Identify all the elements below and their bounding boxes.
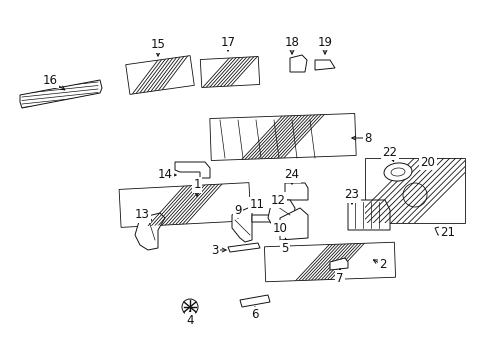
Text: 22: 22 xyxy=(382,145,397,158)
Text: 21: 21 xyxy=(440,225,454,238)
Text: 12: 12 xyxy=(270,194,285,207)
Text: 24: 24 xyxy=(284,168,299,181)
Text: 3: 3 xyxy=(211,243,218,256)
Polygon shape xyxy=(280,208,307,240)
Polygon shape xyxy=(125,56,194,94)
Polygon shape xyxy=(20,80,102,108)
Text: 16: 16 xyxy=(42,73,58,86)
Text: 19: 19 xyxy=(317,36,332,49)
Polygon shape xyxy=(119,183,250,228)
Polygon shape xyxy=(135,213,164,250)
Polygon shape xyxy=(227,243,260,252)
Text: 10: 10 xyxy=(272,221,287,234)
Polygon shape xyxy=(329,258,347,270)
Polygon shape xyxy=(289,55,306,72)
Text: 13: 13 xyxy=(134,208,149,221)
Text: 17: 17 xyxy=(220,36,235,49)
Text: 1: 1 xyxy=(193,179,201,192)
Text: 5: 5 xyxy=(281,242,288,255)
Polygon shape xyxy=(267,200,294,225)
Ellipse shape xyxy=(390,168,404,176)
Ellipse shape xyxy=(383,163,411,181)
Polygon shape xyxy=(209,113,355,161)
Polygon shape xyxy=(231,208,251,242)
Polygon shape xyxy=(251,215,274,222)
Text: 8: 8 xyxy=(364,131,371,144)
Polygon shape xyxy=(364,158,464,222)
Polygon shape xyxy=(264,242,395,282)
Polygon shape xyxy=(200,57,259,87)
Text: 9: 9 xyxy=(234,203,241,216)
Text: 15: 15 xyxy=(150,39,165,51)
Polygon shape xyxy=(175,162,209,178)
Polygon shape xyxy=(285,183,307,200)
Text: 14: 14 xyxy=(157,168,172,181)
Text: 11: 11 xyxy=(249,198,264,211)
Polygon shape xyxy=(314,60,334,70)
Polygon shape xyxy=(347,200,389,230)
Text: 23: 23 xyxy=(344,189,359,202)
Polygon shape xyxy=(240,295,269,307)
Text: 20: 20 xyxy=(420,156,434,168)
Polygon shape xyxy=(434,225,451,235)
Text: 18: 18 xyxy=(284,36,299,49)
Text: 6: 6 xyxy=(251,309,258,321)
Text: 2: 2 xyxy=(379,258,386,271)
Text: 7: 7 xyxy=(336,271,343,284)
Text: 4: 4 xyxy=(186,314,193,327)
